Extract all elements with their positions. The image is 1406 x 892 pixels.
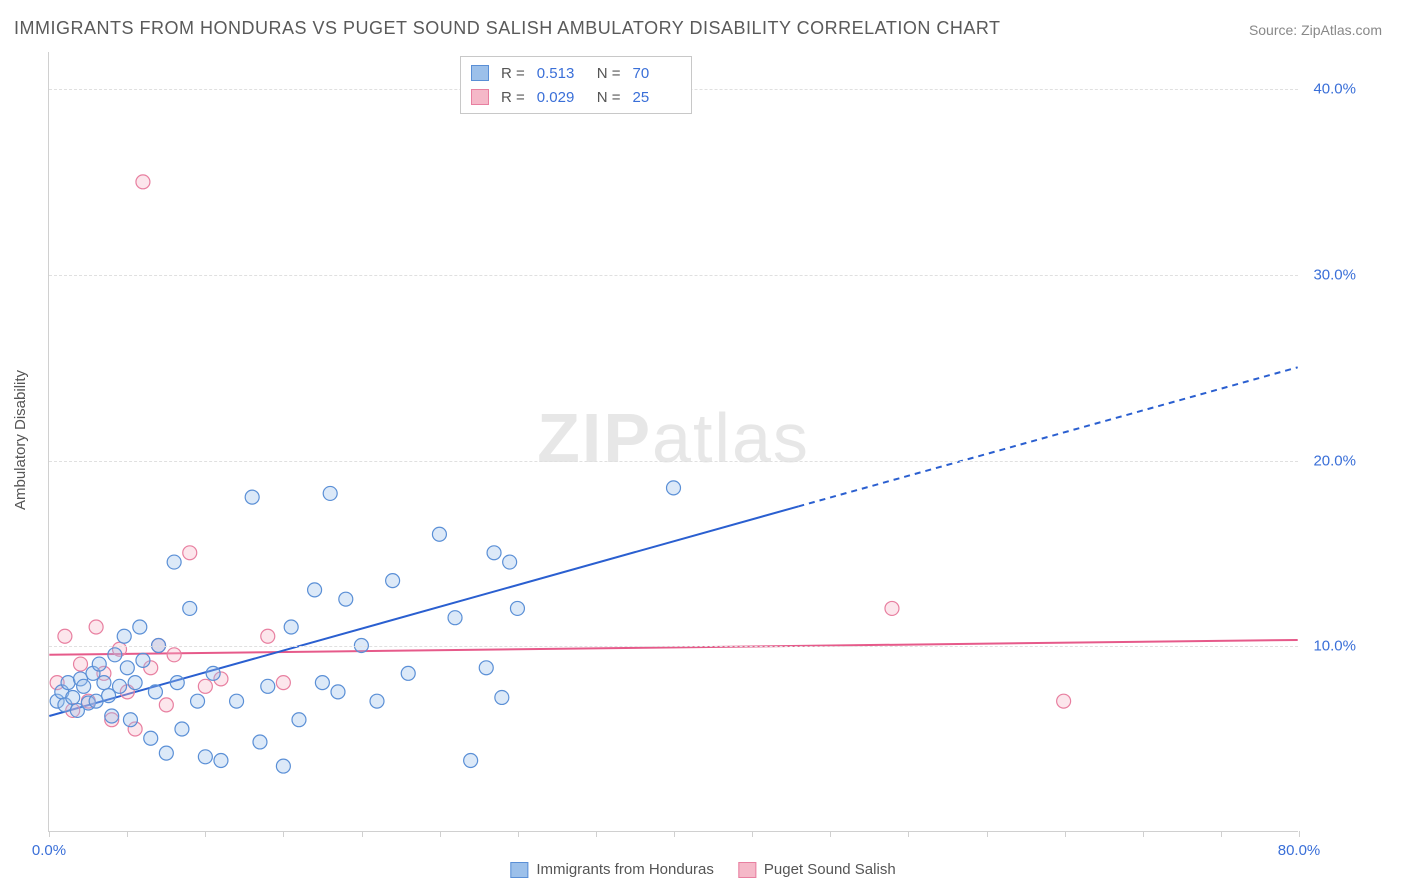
x-tick-mark	[752, 831, 753, 837]
stat-n-label: N =	[597, 65, 621, 82]
stat-r-label: R =	[501, 65, 525, 82]
scatter-svg	[49, 52, 1298, 831]
x-tick-mark	[440, 831, 441, 837]
y-tick-label: 30.0%	[1313, 266, 1356, 283]
source-label: Source: ZipAtlas.com	[1249, 22, 1382, 38]
x-tick-mark	[1065, 831, 1066, 837]
x-tick-mark	[596, 831, 597, 837]
legend-item-1: Immigrants from Honduras	[510, 861, 714, 878]
stats-legend-box: R = 0.513 N = 70 R = 0.029 N = 25	[460, 56, 692, 114]
legend-swatch-2	[738, 862, 756, 878]
legend-label-2: Puget Sound Salish	[764, 861, 896, 878]
x-tick-mark	[205, 831, 206, 837]
stats-row-2: R = 0.029 N = 25	[471, 85, 681, 109]
x-tick-mark	[987, 831, 988, 837]
legend-swatch-1	[510, 862, 528, 878]
plot-area: ZIPatlas 10.0%20.0%30.0%40.0%0.0%80.0%	[48, 52, 1298, 832]
stat-n-value-1: 70	[633, 65, 681, 82]
chart-title: IMMIGRANTS FROM HONDURAS VS PUGET SOUND …	[14, 18, 1001, 39]
gridline-h	[49, 275, 1298, 276]
stat-n-label: N =	[597, 89, 621, 106]
gridline-h	[49, 461, 1298, 462]
x-tick-mark	[362, 831, 363, 837]
x-tick-mark	[1221, 831, 1222, 837]
x-tick-mark	[830, 831, 831, 837]
stat-r-label: R =	[501, 89, 525, 106]
x-tick-mark	[127, 831, 128, 837]
stat-n-value-2: 25	[633, 89, 681, 106]
stat-r-value-2: 0.029	[537, 89, 585, 106]
swatch-series1	[471, 65, 489, 81]
chart-container: IMMIGRANTS FROM HONDURAS VS PUGET SOUND …	[0, 0, 1406, 892]
y-tick-label: 10.0%	[1313, 638, 1356, 655]
bottom-legend: Immigrants from Honduras Puget Sound Sal…	[510, 861, 895, 878]
x-tick-mark	[1299, 831, 1300, 837]
y-axis-label: Ambulatory Disability	[12, 370, 29, 510]
swatch-series2	[471, 89, 489, 105]
x-tick-label: 80.0%	[1278, 842, 1321, 859]
x-tick-mark	[1143, 831, 1144, 837]
x-tick-mark	[518, 831, 519, 837]
x-tick-mark	[49, 831, 50, 837]
x-tick-mark	[283, 831, 284, 837]
legend-label-1: Immigrants from Honduras	[536, 861, 714, 878]
gridline-h	[49, 646, 1298, 647]
x-tick-label: 0.0%	[32, 842, 66, 859]
x-tick-mark	[908, 831, 909, 837]
x-tick-mark	[674, 831, 675, 837]
y-tick-label: 40.0%	[1313, 81, 1356, 98]
legend-item-2: Puget Sound Salish	[738, 861, 896, 878]
stat-r-value-1: 0.513	[537, 65, 585, 82]
y-tick-label: 20.0%	[1313, 452, 1356, 469]
stats-row-1: R = 0.513 N = 70	[471, 61, 681, 85]
